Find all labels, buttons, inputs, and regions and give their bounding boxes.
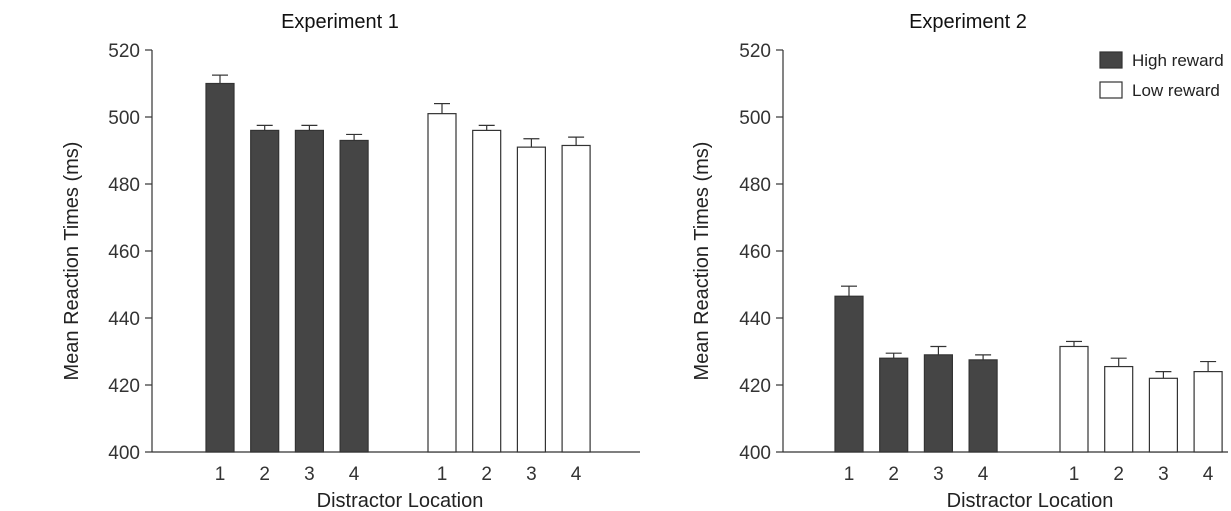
bar (205, 82, 235, 453)
chart-title: Experiment 2 (909, 11, 1027, 33)
bar (1104, 365, 1134, 453)
legend-label: Low reward (1132, 81, 1220, 100)
y-tick-label: 440 (108, 309, 140, 330)
y-tick-label: 480 (739, 175, 771, 196)
x-tick-label: 4 (978, 464, 989, 485)
x-tick-label: 3 (933, 464, 944, 485)
chart-panels: Experiment 1 400 420 440 460 480 500 520 Mean Re… (61, 11, 1228, 511)
y-axis-label: Mean Reaction Times (ms) (61, 142, 83, 381)
x-tick-label: 4 (349, 464, 360, 485)
x-tick-label: 1 (844, 464, 855, 485)
legend-swatch (1099, 51, 1123, 69)
x-tick-label: 1 (437, 464, 448, 485)
bar (294, 129, 324, 453)
bar (1148, 377, 1179, 453)
chart-panel-2: Experiment 2 400 420 440 460 480 500 520 Mean Re… (691, 11, 1228, 511)
y-tick-label: 480 (108, 175, 140, 196)
y-tick-label: 520 (739, 41, 771, 62)
y-tick-label: 500 (739, 108, 771, 129)
y-tick-label: 460 (739, 242, 771, 263)
bar (834, 295, 864, 453)
bar (427, 113, 457, 453)
y-axis-label: Mean Reaction Times (ms) (691, 142, 713, 381)
x-tick-label: 4 (571, 464, 582, 485)
bar (879, 357, 909, 453)
bar (250, 129, 280, 453)
y-tick-label: 420 (108, 376, 140, 397)
y-tick-label: 520 (108, 41, 140, 62)
x-tick-label: 4 (1203, 464, 1214, 485)
legend-swatch (1099, 81, 1123, 99)
y-tick-label: 440 (739, 309, 771, 330)
y-tick-label: 420 (739, 376, 771, 397)
bar (516, 146, 547, 453)
bar (1059, 345, 1089, 453)
x-tick-label: 3 (1158, 464, 1169, 485)
y-tick-label: 460 (108, 242, 140, 263)
x-tick-label: 3 (304, 464, 315, 485)
x-axis-label: Distractor Location (317, 490, 484, 511)
legend-label: High reward (1132, 51, 1224, 70)
chart-title: Experiment 1 (281, 11, 399, 33)
bar (923, 354, 954, 453)
chart-panel-1: Experiment 1 400 420 440 460 480 500 520 Mean Re… (61, 11, 640, 511)
x-tick-label: 1 (1069, 464, 1080, 485)
y-tick-label: 400 (739, 443, 771, 464)
legend: High reward Low reward (1099, 51, 1224, 100)
x-tick-label: 2 (259, 464, 270, 485)
x-tick-label: 2 (1113, 464, 1124, 485)
bar (561, 144, 591, 453)
bar (472, 129, 502, 453)
bar (1193, 371, 1223, 453)
bar (339, 139, 369, 453)
x-tick-label: 2 (888, 464, 899, 485)
x-axis-label: Distractor Location (947, 490, 1114, 511)
y-tick-label: 400 (108, 443, 140, 464)
x-tick-label: 2 (481, 464, 492, 485)
x-tick-label: 1 (215, 464, 226, 485)
bar (968, 359, 998, 453)
x-tick-label: 3 (526, 464, 537, 485)
y-tick-label: 500 (108, 108, 140, 129)
